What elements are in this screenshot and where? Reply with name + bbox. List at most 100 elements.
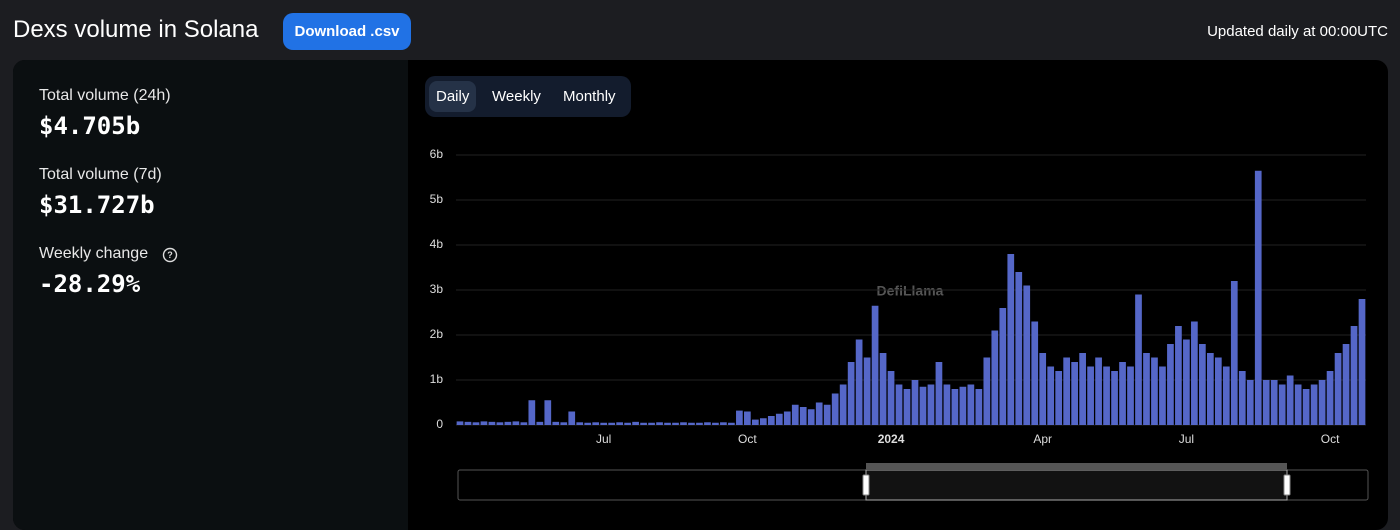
- bar: [1151, 357, 1158, 425]
- bar: [1183, 339, 1190, 425]
- bar: [1318, 380, 1326, 425]
- bar: [1119, 362, 1126, 425]
- bar: [712, 422, 719, 425]
- bar: [1031, 321, 1039, 425]
- bar: [1175, 326, 1182, 425]
- tab[interactable]: Daily: [429, 81, 477, 112]
- bar: [536, 421, 544, 425]
- bar: [1350, 326, 1358, 425]
- bar: [656, 422, 663, 425]
- y-tick-label: 6b: [430, 147, 444, 161]
- tab[interactable]: Weekly: [492, 88, 541, 105]
- bar: [1079, 353, 1086, 425]
- bar: [1230, 281, 1238, 425]
- x-tick-label: Jul: [596, 432, 611, 446]
- bar: [855, 339, 863, 425]
- bar: [1007, 254, 1015, 425]
- bar: [592, 422, 600, 425]
- bar: [504, 421, 512, 425]
- range-handle[interactable]: [1283, 474, 1291, 496]
- bar: [1326, 371, 1334, 425]
- y-tick-label: 2b: [430, 327, 444, 341]
- bar: [847, 362, 855, 425]
- svg-text:?: ?: [167, 250, 173, 260]
- bar: [560, 422, 568, 425]
- watermark: DefiLlama: [877, 283, 944, 299]
- bar: [496, 422, 504, 425]
- range-handle[interactable]: [862, 474, 870, 496]
- bar: [704, 422, 711, 425]
- bar: [1159, 366, 1166, 425]
- bar: [1254, 170, 1262, 425]
- bar: [576, 422, 584, 425]
- bar: [927, 384, 935, 425]
- bar: [839, 384, 847, 425]
- bar: [1222, 366, 1230, 425]
- bar: [472, 422, 480, 425]
- download-button[interactable]: Download .csv: [283, 13, 411, 50]
- chart: DefiLlama 0 1b 2b 3b 4b 5b 6b Jul Oct 2024 Apr Jul O…: [430, 147, 1369, 501]
- bar: [1135, 294, 1142, 425]
- y-tick-label: 3b: [430, 282, 444, 296]
- bar: [544, 400, 552, 425]
- bar: [767, 416, 775, 425]
- bar: [1071, 362, 1078, 425]
- stats-panel: Total volume (24h) $4.705b Total volume …: [13, 60, 408, 530]
- bar: [815, 402, 823, 425]
- tab-group: Daily Weekly Monthly: [425, 76, 631, 117]
- bar: [1127, 366, 1134, 425]
- updated-note: Updated daily at 00:00UTC: [1207, 23, 1388, 40]
- bar: [688, 422, 695, 425]
- bar: [1214, 357, 1222, 425]
- bar: [911, 380, 919, 425]
- bar: [640, 422, 647, 425]
- stat-label: Total volume (24h): [39, 87, 171, 104]
- bar: [664, 422, 671, 425]
- bar: [1143, 353, 1150, 425]
- bar: [1246, 380, 1254, 425]
- range-window[interactable]: [865, 469, 1288, 501]
- bar: [759, 418, 767, 425]
- bar: [959, 386, 967, 425]
- bar: [871, 305, 879, 425]
- bar: [488, 421, 496, 425]
- help-icon[interactable]: ?: [162, 247, 178, 263]
- bar: [751, 419, 759, 425]
- bar: [720, 422, 727, 425]
- bar: [512, 421, 520, 425]
- bar: [744, 411, 751, 425]
- bar: [1015, 272, 1023, 425]
- bar: [775, 413, 783, 425]
- bar: [1111, 371, 1118, 425]
- bar: [648, 422, 655, 425]
- stat-label: Total volume (7d): [39, 166, 162, 183]
- bar: [680, 422, 687, 425]
- bar: [1023, 285, 1031, 425]
- bar: [1302, 389, 1310, 425]
- bar: [736, 410, 743, 425]
- bar: [1103, 366, 1110, 425]
- bar: [807, 409, 815, 425]
- x-tick-label: Oct: [738, 432, 757, 446]
- bar: [1278, 384, 1286, 425]
- bar: [879, 353, 887, 425]
- bar: [1055, 371, 1063, 425]
- panel: Total volume (24h) $4.705b Total volume …: [13, 60, 1388, 530]
- bar: [696, 422, 703, 425]
- bar: [919, 386, 927, 425]
- bar: [943, 384, 951, 425]
- bar: [799, 407, 807, 425]
- stat-value: -28.29%: [39, 270, 141, 298]
- tab[interactable]: Monthly: [563, 88, 616, 105]
- bar: [1199, 344, 1206, 425]
- bar: [823, 404, 831, 425]
- bar: [1206, 353, 1214, 425]
- x-tick-label: Apr: [1033, 432, 1052, 446]
- bar: [632, 421, 639, 425]
- bar: [616, 422, 623, 425]
- bar: [528, 400, 536, 425]
- x-tick-label: Oct: [1321, 432, 1340, 446]
- bar: [584, 422, 592, 425]
- bar: [1063, 357, 1071, 425]
- range-bar[interactable]: [866, 463, 1287, 469]
